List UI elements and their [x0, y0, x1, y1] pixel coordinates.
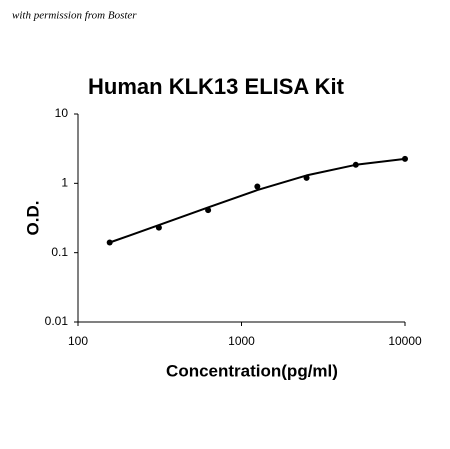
y-tick-label: 0.01: [45, 314, 69, 328]
watermark: with permission from Boster: [12, 10, 137, 22]
data-point: [155, 224, 162, 231]
data-point: [205, 207, 212, 214]
chart-title: Human KLK13 ELISA Kit: [88, 74, 345, 99]
data-point: [303, 174, 310, 181]
y-axis-label: O.D.: [23, 201, 42, 236]
x-tick-label: 100: [68, 334, 88, 348]
data-point: [106, 239, 113, 246]
fit-curve: [109, 157, 406, 244]
y-tick-label: 0.1: [51, 245, 68, 259]
x-axis-label: Concentration(pg/ml): [166, 361, 338, 380]
x-tick-label: 10000: [388, 334, 422, 348]
data-point: [254, 183, 261, 190]
y-tick-label: 10: [55, 106, 69, 120]
x-tick-label: 1000: [228, 334, 255, 348]
data-point: [402, 155, 408, 162]
data-point: [352, 161, 359, 168]
y-tick-label: 1: [61, 176, 68, 190]
